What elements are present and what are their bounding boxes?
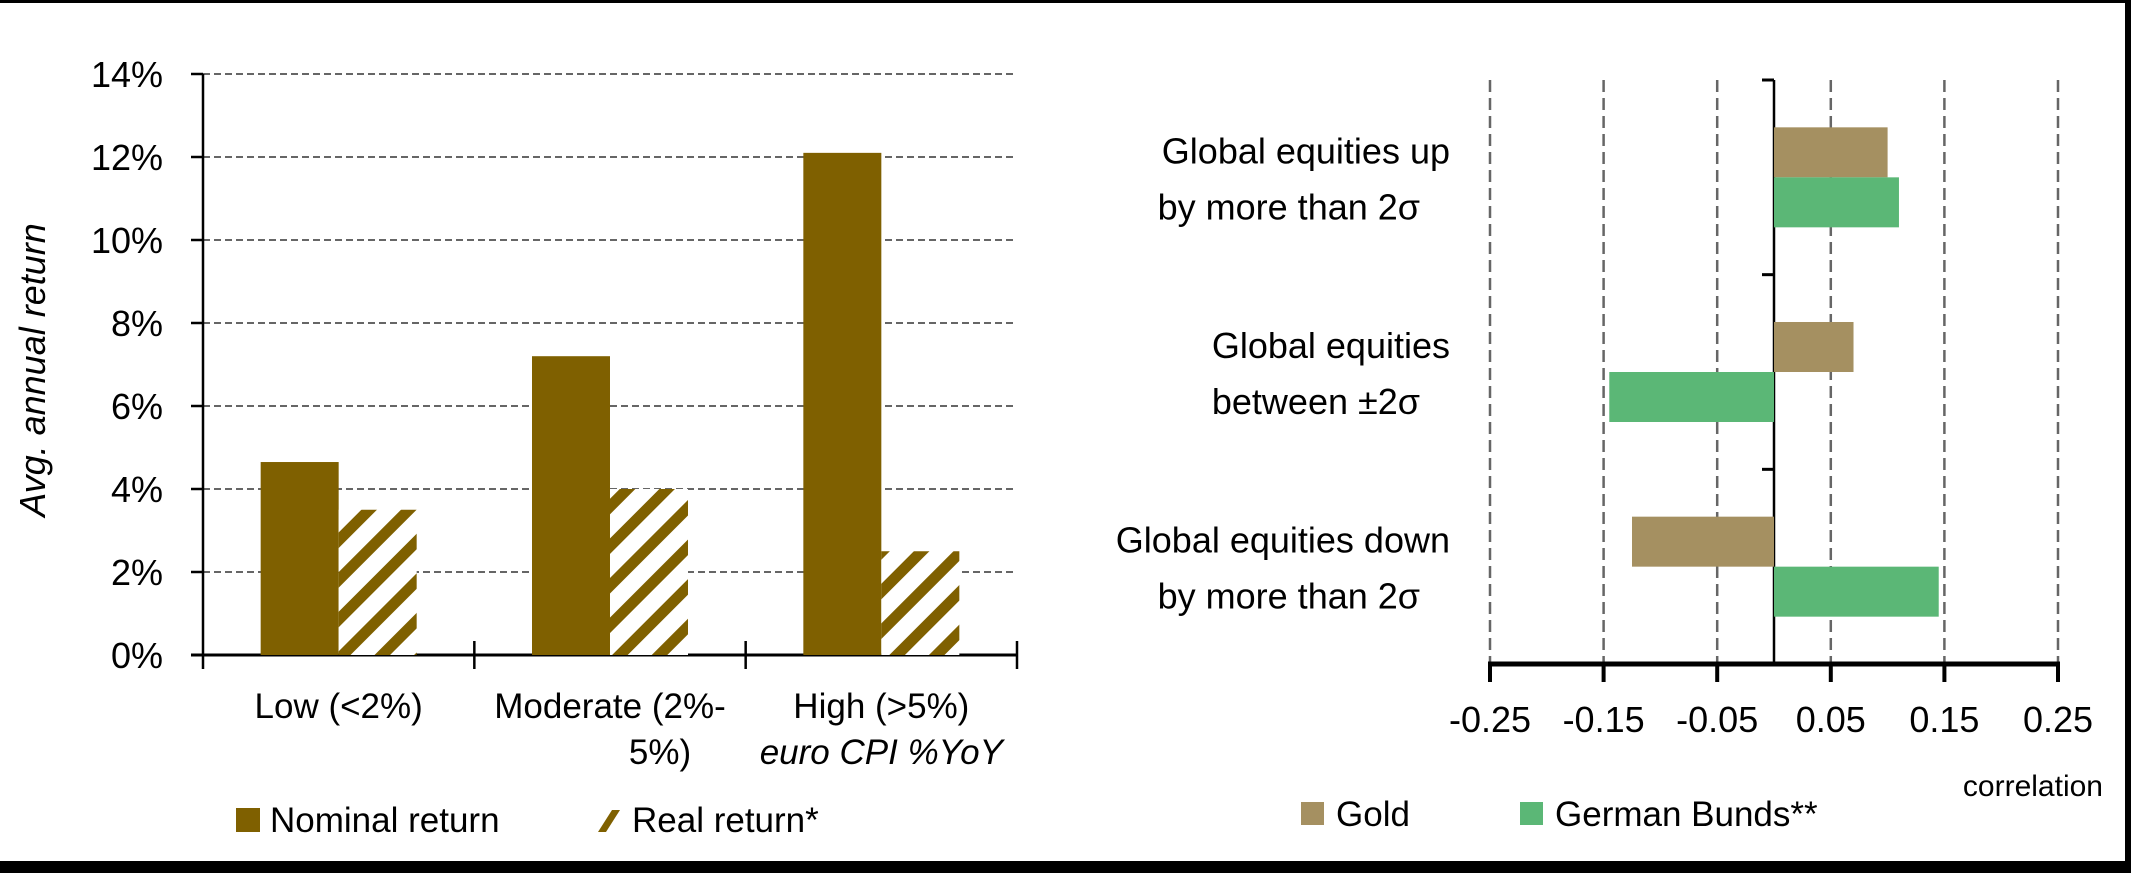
y-tick-label: 14% (91, 54, 163, 95)
bar-real-return (881, 551, 960, 655)
bar-nominal-return (532, 356, 610, 655)
y-tick-label: 12% (91, 137, 163, 178)
legend-label-real: Real return* (632, 801, 819, 840)
x-tick-label: -0.25 (1449, 699, 1531, 740)
y-category-label: by more than 2σ (1158, 186, 1420, 227)
legend-label-gold: Gold (1336, 795, 1410, 834)
y-axis-title: Avg. annual return (12, 223, 53, 519)
bar-real-return (610, 489, 688, 655)
x-axis-title: correlation (1963, 770, 2103, 803)
bar-gold (1632, 516, 1774, 567)
legend-swatch-gold (1301, 802, 1324, 825)
x-category-label: High (>5%) (793, 687, 969, 726)
x-tick-label: 0.15 (1909, 699, 1979, 740)
x-tick-label: 0.25 (2023, 699, 2093, 740)
x-tick-label: -0.05 (1676, 699, 1758, 740)
x-category-label: Moderate (2%- (494, 687, 725, 726)
legend-swatch-real (598, 810, 620, 832)
x-category-label: Low (<2%) (255, 687, 423, 726)
bar-real-return (338, 509, 417, 655)
y-tick-label: 0% (111, 635, 163, 676)
bar-gold (1774, 127, 1888, 178)
y-category-label: Global equities (1212, 325, 1450, 366)
x-axis-note: euro CPI %YoY (760, 733, 1006, 772)
bar-german-bunds (1609, 372, 1774, 422)
y-category-label: between ±2σ (1212, 381, 1420, 422)
legend-label-nominal: Nominal return (270, 801, 500, 840)
y-tick-label: 6% (111, 386, 163, 427)
bar-german-bunds (1774, 177, 1899, 228)
bar-nominal-return (803, 152, 882, 655)
y-category-label: Global equities down (1116, 520, 1450, 561)
y-tick-label: 8% (111, 303, 163, 344)
y-category-label: by more than 2σ (1158, 576, 1420, 617)
left-bar-chart: 0% 2% 4% 6% 8% 10% 12% 14% Low (<2%) Moderate (2%… (12, 54, 1019, 840)
x-tick-label: -0.15 (1563, 699, 1645, 740)
legend-swatch-nominal (236, 808, 260, 832)
x-tick-label: 0.05 (1796, 699, 1866, 740)
y-category-label: Global equities up (1162, 130, 1450, 171)
bar-german-bunds (1774, 566, 1939, 617)
y-tick-label: 10% (91, 220, 163, 261)
bar-nominal-return (260, 462, 339, 655)
bar-gold (1774, 322, 1854, 372)
right-bar-chart: -0.25 -0.15 -0.05 0.05 0.15 0.25 Global equiti… (1116, 78, 2103, 834)
x-category-label: 5%) (629, 733, 691, 772)
y-tick-label: 4% (111, 469, 163, 510)
legend-swatch-german-bunds (1520, 802, 1543, 825)
y-tick-label: 2% (111, 552, 163, 593)
legend-label-german-bunds: German Bunds** (1555, 795, 1818, 834)
